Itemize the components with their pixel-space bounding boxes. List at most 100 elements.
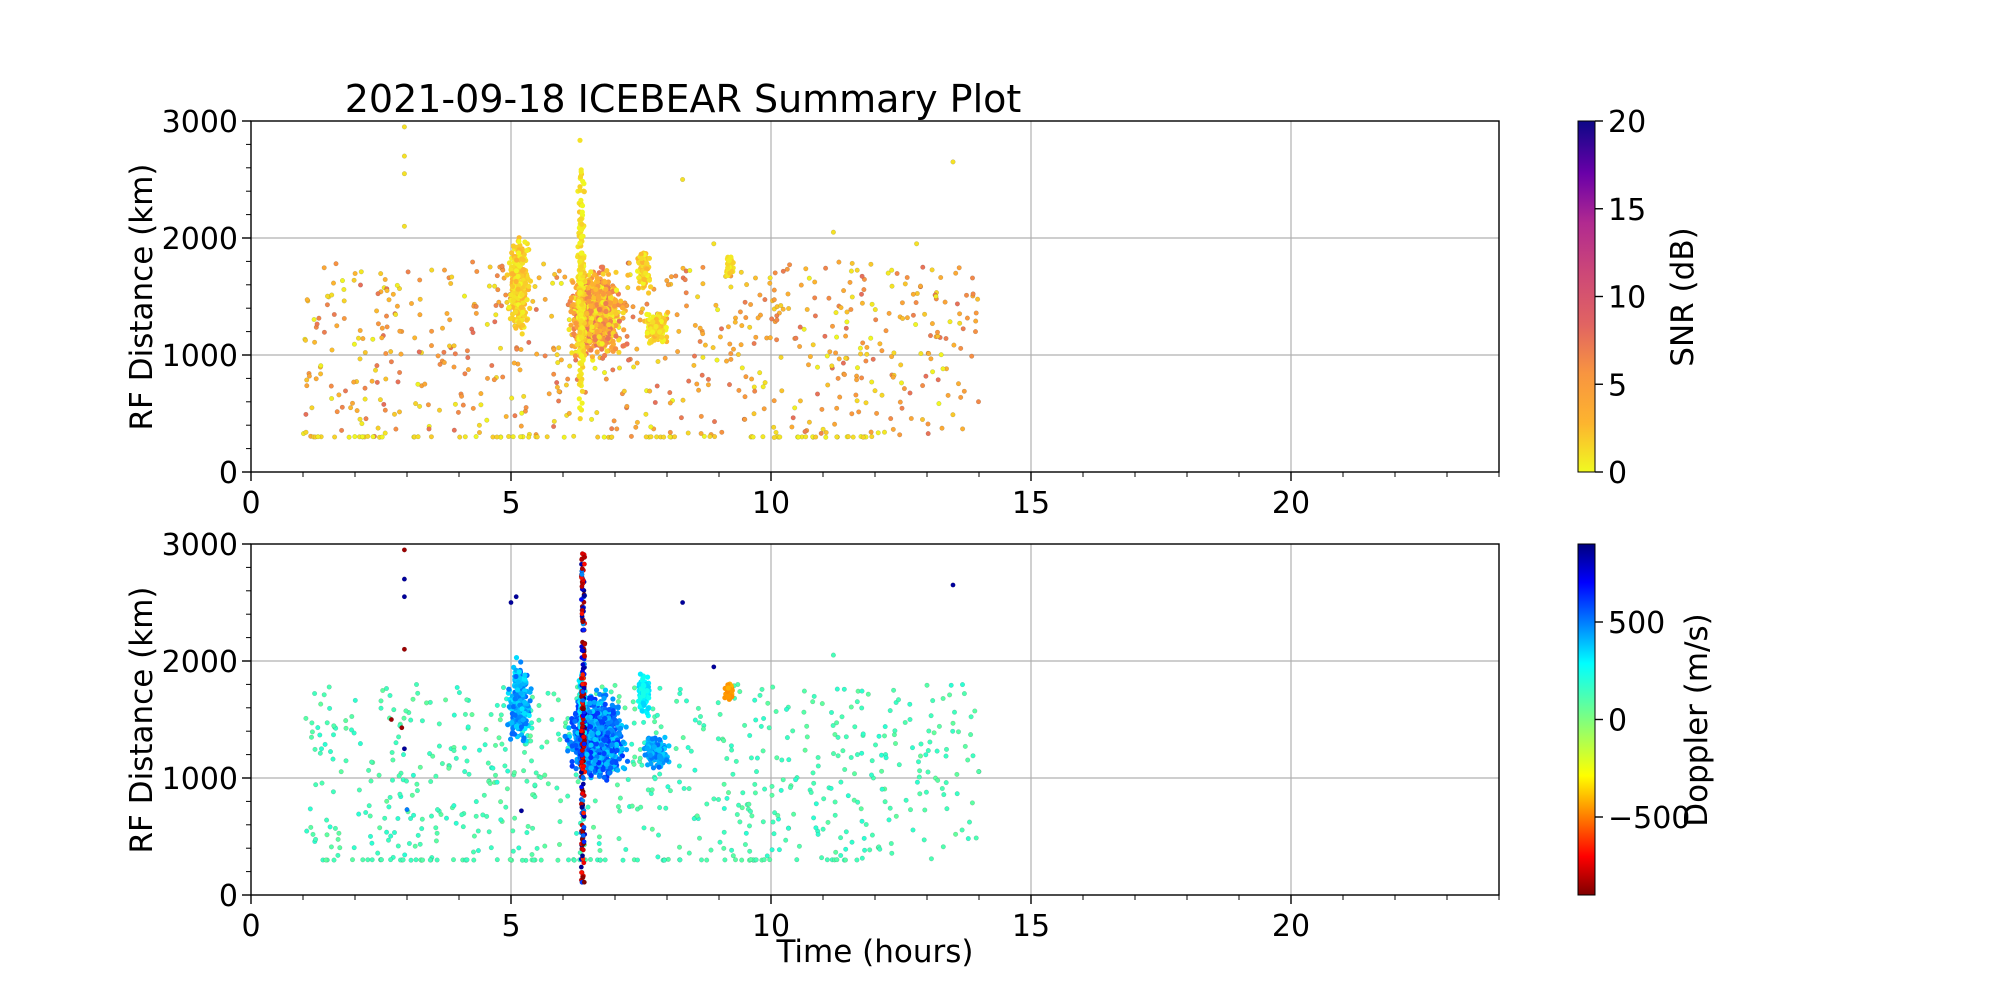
scatter-point bbox=[362, 350, 368, 356]
scatter-point bbox=[931, 730, 937, 736]
scatter-point bbox=[894, 271, 900, 277]
scatter-point bbox=[358, 269, 364, 275]
scatter-point bbox=[674, 698, 680, 704]
scatter-point bbox=[461, 745, 467, 751]
scatter-point bbox=[569, 350, 575, 356]
scatter-point bbox=[823, 265, 829, 271]
scatter-point bbox=[414, 781, 420, 787]
scatter-point bbox=[863, 400, 869, 406]
scatter-point bbox=[856, 409, 862, 415]
scatter-point bbox=[818, 430, 824, 436]
scatter-point bbox=[923, 789, 929, 795]
scatter-point bbox=[579, 566, 585, 572]
scatter-point bbox=[833, 350, 839, 356]
scatter-point bbox=[710, 345, 716, 351]
scatter-point bbox=[533, 307, 539, 313]
scatter-point bbox=[311, 317, 317, 323]
scatter-point bbox=[496, 299, 502, 305]
scatter-point bbox=[473, 304, 479, 310]
scatter-point bbox=[724, 358, 730, 364]
scatter-point bbox=[488, 712, 494, 718]
scatter-point bbox=[774, 337, 780, 343]
scatter-point bbox=[444, 311, 450, 317]
scatter-point bbox=[752, 697, 758, 703]
scatter-point bbox=[647, 752, 654, 758]
scatter-point bbox=[973, 835, 979, 841]
scatter-point bbox=[874, 410, 880, 416]
scatter-point bbox=[460, 824, 466, 830]
scatter-point bbox=[855, 365, 861, 371]
scatter-point bbox=[876, 733, 882, 739]
scatter-point bbox=[602, 279, 608, 285]
scatter-point bbox=[530, 825, 536, 831]
scatter-point bbox=[473, 799, 479, 805]
scatter-point bbox=[953, 270, 959, 276]
scatter-point bbox=[417, 764, 423, 770]
scatter-point bbox=[774, 755, 780, 761]
scatter-point bbox=[390, 757, 396, 763]
scatter-point bbox=[956, 265, 962, 271]
scatter-point bbox=[354, 408, 360, 414]
scatter-point bbox=[551, 418, 557, 424]
scatter-point bbox=[532, 782, 538, 788]
scatter-point bbox=[755, 315, 761, 321]
scatter-point bbox=[417, 841, 423, 847]
scatter-point bbox=[678, 415, 684, 421]
scatter-point bbox=[927, 739, 933, 745]
scatter-point bbox=[404, 778, 410, 784]
scatter-point bbox=[770, 684, 776, 690]
scatter-point bbox=[573, 320, 579, 326]
scatter-point bbox=[653, 323, 659, 330]
scatter-point bbox=[656, 832, 662, 838]
scatter-point bbox=[581, 879, 587, 885]
scatter-point bbox=[614, 747, 620, 754]
scatter-point bbox=[602, 857, 608, 863]
scatter-point bbox=[588, 765, 594, 771]
scatter-point bbox=[351, 845, 357, 851]
scatter-point bbox=[335, 852, 341, 858]
scatter-point bbox=[854, 699, 860, 705]
scatter-point bbox=[604, 268, 610, 274]
scatter-point bbox=[629, 803, 635, 809]
scatter-point bbox=[760, 748, 766, 754]
scatter-point bbox=[898, 362, 904, 368]
scatter-point bbox=[644, 301, 650, 307]
scatter-point bbox=[327, 705, 333, 711]
scatter-point bbox=[557, 842, 563, 848]
scatter-point bbox=[904, 315, 910, 321]
scatter-point bbox=[499, 303, 505, 309]
scatter-point bbox=[661, 434, 667, 440]
scatter-point bbox=[620, 739, 626, 745]
scatter-point bbox=[395, 816, 401, 822]
snr-plot-frame bbox=[250, 120, 1500, 473]
scatter-point bbox=[843, 333, 849, 339]
scatter-point bbox=[733, 857, 739, 863]
scatter-point bbox=[699, 857, 705, 863]
scatter-point bbox=[591, 824, 597, 830]
scatter-point bbox=[762, 786, 768, 792]
scatter-point bbox=[510, 297, 516, 303]
scatter-point bbox=[815, 755, 821, 761]
scatter-point bbox=[940, 696, 946, 702]
scatter-point bbox=[640, 682, 647, 688]
scatter-point bbox=[581, 763, 587, 769]
scatter-point bbox=[845, 434, 851, 440]
scatter-point bbox=[778, 354, 784, 360]
scatter-point bbox=[823, 430, 829, 436]
scatter-point bbox=[774, 317, 780, 323]
scatter-point bbox=[658, 724, 664, 730]
scatter-point bbox=[965, 757, 971, 763]
scatter-point bbox=[891, 687, 897, 693]
scatter-point bbox=[358, 282, 364, 288]
scatter-point bbox=[367, 813, 373, 819]
scatter-point bbox=[796, 843, 802, 849]
scatter-point bbox=[484, 321, 490, 327]
scatter-point bbox=[783, 837, 789, 843]
scatter-point bbox=[513, 309, 519, 315]
scatter-point bbox=[873, 742, 879, 748]
scatter-point bbox=[882, 429, 888, 435]
scatter-point bbox=[519, 410, 525, 416]
scatter-point bbox=[969, 800, 975, 806]
scatter-point bbox=[417, 296, 423, 302]
scatter-point bbox=[728, 284, 734, 290]
